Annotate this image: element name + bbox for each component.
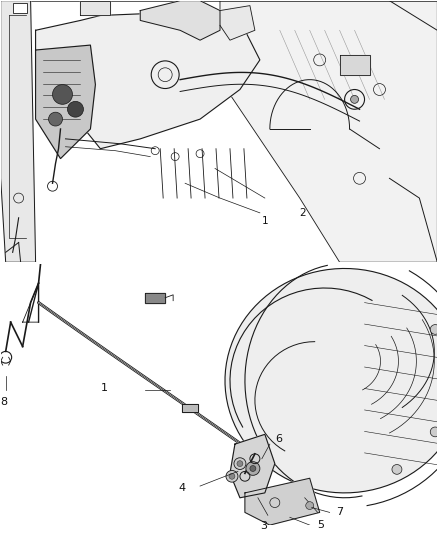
Circle shape (237, 461, 243, 466)
Polygon shape (220, 1, 437, 262)
Circle shape (226, 471, 238, 482)
Polygon shape (35, 45, 95, 159)
Circle shape (246, 462, 260, 475)
Circle shape (229, 473, 235, 479)
Polygon shape (225, 269, 438, 493)
Bar (13, 3, 27, 13)
Polygon shape (81, 1, 110, 15)
Text: 2: 2 (300, 208, 306, 218)
Text: 6: 6 (275, 434, 282, 444)
Polygon shape (220, 6, 255, 40)
Text: 7: 7 (336, 507, 343, 518)
Text: 8: 8 (1, 397, 8, 407)
Polygon shape (35, 11, 260, 149)
Circle shape (53, 85, 72, 104)
Circle shape (234, 458, 246, 470)
Polygon shape (245, 478, 320, 525)
Text: 4: 4 (178, 483, 185, 493)
Circle shape (350, 95, 359, 103)
Polygon shape (1, 1, 35, 262)
Circle shape (49, 112, 63, 126)
Circle shape (250, 465, 256, 471)
Text: 1: 1 (100, 383, 107, 392)
Text: 5: 5 (318, 520, 325, 530)
Circle shape (392, 465, 402, 474)
Text: 3: 3 (260, 521, 267, 531)
Polygon shape (182, 404, 198, 412)
Polygon shape (145, 293, 165, 303)
Circle shape (430, 427, 438, 437)
Circle shape (430, 325, 438, 334)
Circle shape (67, 101, 83, 117)
Text: 1: 1 (262, 216, 268, 226)
Circle shape (306, 502, 314, 510)
Polygon shape (339, 55, 370, 75)
Polygon shape (230, 434, 275, 498)
Polygon shape (140, 1, 220, 40)
